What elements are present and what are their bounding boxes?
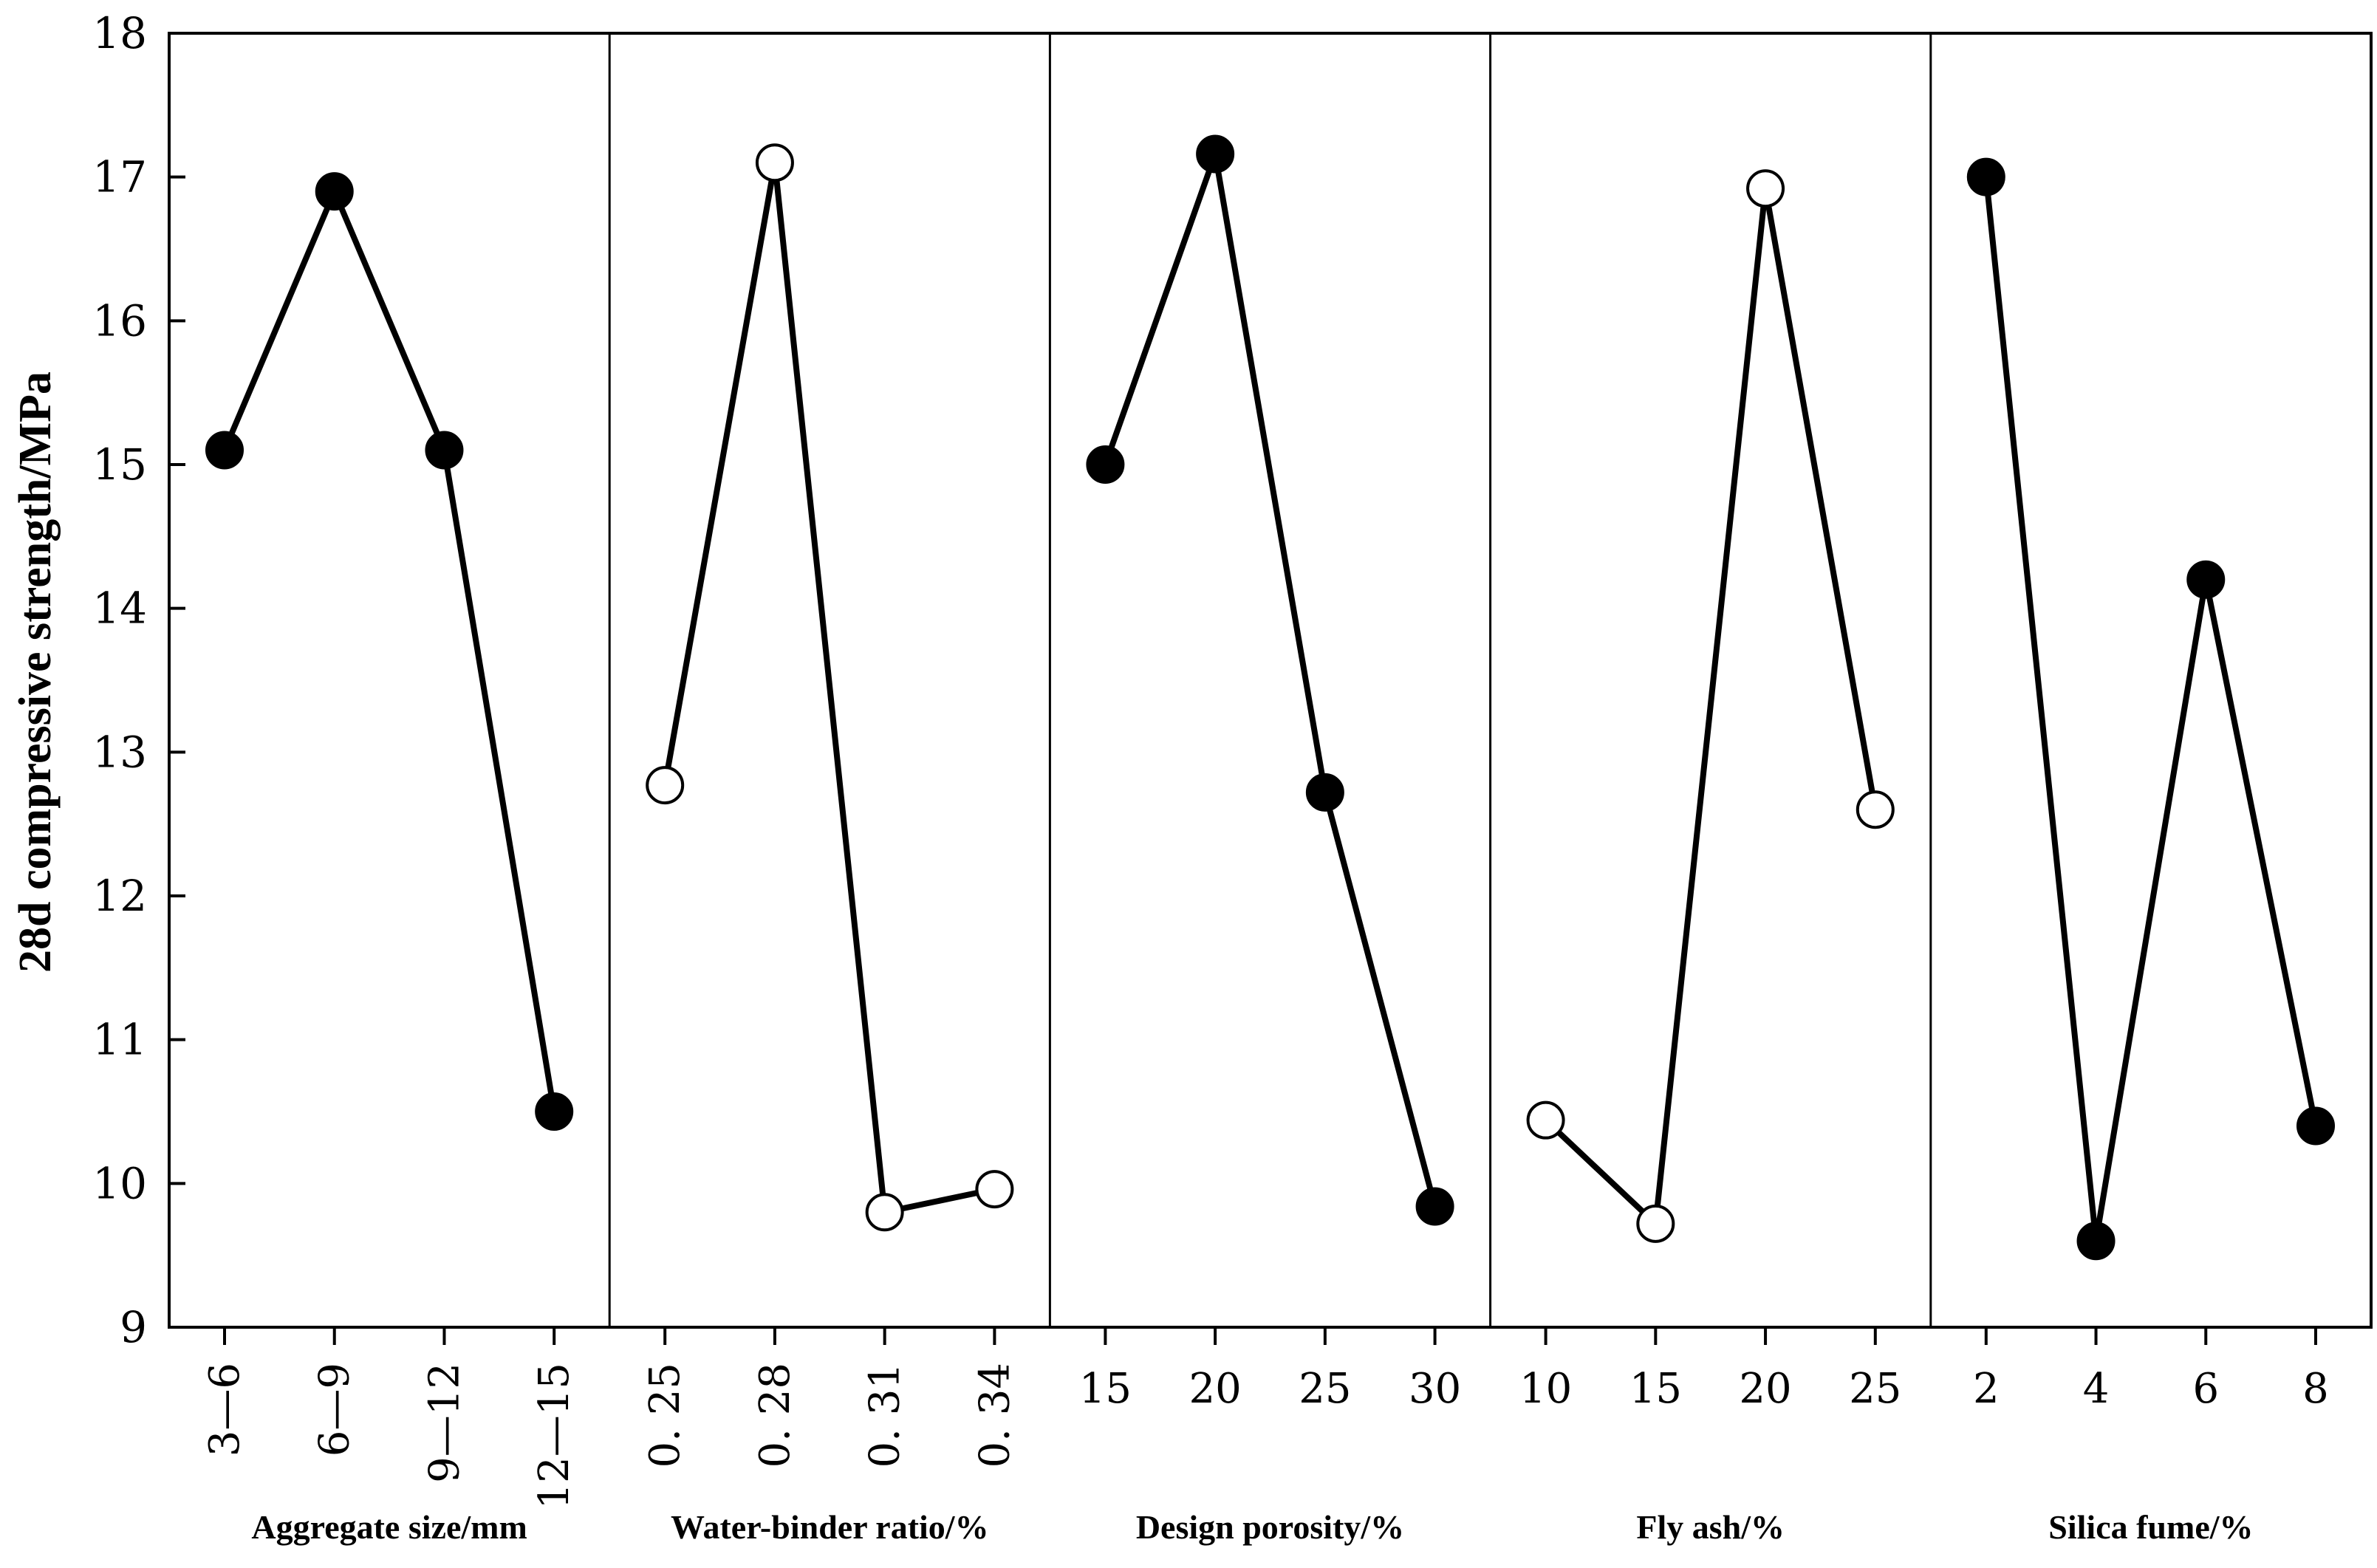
data-point — [425, 431, 464, 470]
x-tick-label: 25 — [1849, 1365, 1901, 1413]
series-line — [2203, 576, 2319, 1129]
plot-frame — [168, 32, 2373, 1329]
y-tick-label: 12 — [92, 871, 147, 921]
data-point — [2186, 560, 2226, 599]
y-tick-label: 15 — [92, 439, 147, 490]
data-point — [975, 1170, 1014, 1209]
series-line — [222, 188, 338, 453]
series-line — [1102, 151, 1219, 468]
x-tick-label: 0. 34 — [971, 1363, 1019, 1468]
series-panel-5 — [1966, 157, 2335, 1261]
series-panel-4 — [1526, 169, 1895, 1243]
x-tick-label: 9—12 — [420, 1363, 468, 1483]
data-point — [2296, 1106, 2335, 1146]
series-line — [1652, 185, 1769, 1227]
data-point — [755, 143, 794, 182]
x-tick-label: 0. 31 — [861, 1363, 909, 1468]
series-line — [441, 447, 558, 1115]
x-tick-label: 0. 28 — [751, 1363, 799, 1468]
series-line — [1212, 151, 1328, 795]
series-line — [331, 188, 448, 453]
y-axis-title: 28d compressive strength/MPa — [10, 372, 61, 973]
x-tick-label: 30 — [1409, 1365, 1461, 1413]
x-tick-label: 15 — [1629, 1365, 1682, 1413]
data-point — [315, 172, 354, 211]
x-tick-label: 2 — [1973, 1365, 2000, 1413]
series-line — [662, 160, 778, 789]
x-tick-label: 25 — [1299, 1365, 1351, 1413]
y-tick-label: 18 — [92, 8, 147, 58]
data-point — [1966, 157, 2005, 196]
panel-label: Water-binder ratio/% — [671, 1508, 989, 1546]
data-point — [1415, 1187, 1454, 1226]
x-tick-label: 12—15 — [530, 1363, 578, 1510]
panel-label: Silica fume/% — [2048, 1508, 2253, 1546]
y-tick-label: 10 — [92, 1158, 147, 1208]
data-point — [205, 431, 244, 470]
x-tick-label: 8 — [2302, 1365, 2329, 1413]
series-line — [1762, 185, 1878, 813]
y-tick-label: 11 — [92, 1015, 147, 1065]
series-panel-1 — [205, 172, 574, 1131]
y-tick-label: 16 — [92, 295, 147, 346]
data-point — [1526, 1100, 1565, 1140]
y-tick-label: 14 — [92, 583, 147, 634]
y-tick-label: 17 — [92, 152, 147, 202]
data-point — [1856, 790, 1895, 829]
panel-label: Aggregate size/mm — [251, 1508, 527, 1546]
plot-border — [168, 32, 2373, 1329]
y-tick-label: 9 — [120, 1302, 147, 1352]
data-point — [1746, 169, 1785, 208]
series-line — [771, 160, 888, 1216]
x-tick-label: 4 — [2083, 1365, 2110, 1413]
series-line — [1321, 789, 1438, 1210]
series-panel-3 — [1086, 134, 1454, 1226]
x-tick-label: 20 — [1739, 1365, 1791, 1413]
data-point — [2076, 1222, 2116, 1261]
y-tick-label: 13 — [92, 727, 147, 777]
data-point — [535, 1092, 574, 1131]
series-line — [1983, 174, 2099, 1245]
y-axis: 9 10 11 12 13 14 15 16 17 18 — [92, 8, 185, 1352]
x-tick-label: 0. 25 — [641, 1363, 689, 1468]
data-point — [1086, 445, 1125, 484]
x-tick-label: 6 — [2192, 1365, 2219, 1413]
series-line — [1542, 1117, 1659, 1227]
data-point — [1196, 134, 1235, 174]
series-panel-2 — [646, 143, 1014, 1232]
x-tick-label: 15 — [1079, 1365, 1132, 1413]
x-tick-label: 20 — [1189, 1365, 1242, 1413]
series-layer — [205, 134, 2335, 1261]
panel-label: Design porosity/% — [1136, 1508, 1404, 1546]
data-point — [1636, 1204, 1675, 1243]
series-line — [2093, 576, 2209, 1245]
x-tick-label: 6—9 — [311, 1363, 359, 1456]
panel-label: Fly ash/% — [1636, 1508, 1785, 1546]
data-point — [865, 1193, 904, 1232]
data-point — [1305, 773, 1344, 812]
x-tick-label: 10 — [1519, 1365, 1572, 1413]
data-point — [646, 766, 685, 805]
x-tick-label: 3—6 — [201, 1363, 249, 1456]
